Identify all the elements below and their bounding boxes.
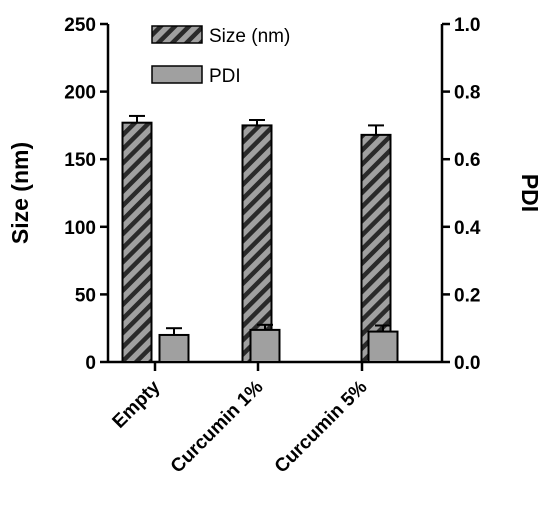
bar-size xyxy=(241,124,273,364)
y-tick-label-right: 0.2 xyxy=(454,285,480,306)
legend-label-pdi: PDI xyxy=(209,66,241,87)
bar-size xyxy=(360,133,392,363)
category-label: Curcumin 1% xyxy=(167,377,268,478)
bars-group xyxy=(121,121,399,364)
left-axis-ticks: 0 50 100 150 200 250 xyxy=(64,15,108,374)
bar-size xyxy=(121,121,153,363)
y-axis-title-right: PDI xyxy=(517,174,543,212)
y-tick-label-right: 0.6 xyxy=(454,150,480,171)
error-bars-group xyxy=(129,114,391,335)
right-axis-ticks: 0.0 0.2 0.4 0.6 0.8 1.0 xyxy=(442,15,481,374)
y-tick-label-right: 0.4 xyxy=(454,218,481,239)
bar-pdi xyxy=(367,330,399,363)
y-tick-label-right: 0.0 xyxy=(454,353,480,374)
legend-swatch-pdi xyxy=(151,65,203,84)
category-label: Empty xyxy=(109,376,165,432)
y-tick-label-right: 1.0 xyxy=(454,15,480,36)
category-labels: Empty Curcumin 1% Curcumin 5% xyxy=(109,362,372,477)
y-axis-title-left: Size (nm) xyxy=(7,142,33,244)
category-label: Curcumin 5% xyxy=(271,377,372,478)
y-tick-label-left: 100 xyxy=(64,218,96,239)
legend-swatch-size xyxy=(151,25,203,44)
y-tick-label-left: 150 xyxy=(64,150,96,171)
y-tick-label-right: 0.8 xyxy=(454,83,480,104)
legend: Size (nm) PDI xyxy=(151,25,290,87)
y-tick-label-left: 250 xyxy=(64,15,96,36)
y-tick-label-left: 200 xyxy=(64,83,96,104)
legend-label-size: Size (nm) xyxy=(209,26,290,47)
bar-pdi xyxy=(158,333,190,363)
bar-pdi xyxy=(249,328,281,364)
y-tick-label-left: 50 xyxy=(75,285,96,306)
y-tick-label-left: 0 xyxy=(85,353,96,374)
